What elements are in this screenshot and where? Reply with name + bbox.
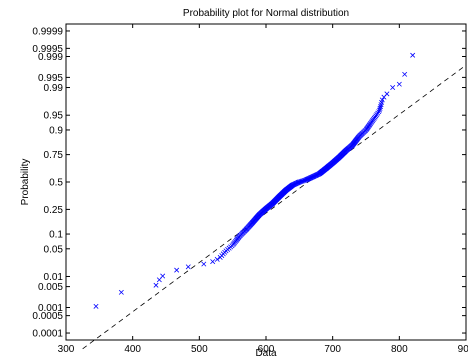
data-point-marker xyxy=(214,256,220,262)
y-tick-label: 0.9995 xyxy=(32,44,63,55)
x-tick-label: 400 xyxy=(124,344,141,355)
data-point-marker xyxy=(118,289,124,295)
chart-title: Probability plot for Normal distribution xyxy=(183,8,349,19)
x-tick-label: 500 xyxy=(191,344,208,355)
y-tick-label: 0.995 xyxy=(38,73,63,84)
data-point-marker xyxy=(379,97,385,103)
data-point-marker xyxy=(377,107,383,113)
y-tick-label: 0.9999 xyxy=(32,26,63,37)
y-tick-label: 0.05 xyxy=(44,244,64,255)
y-tick-label: 0.25 xyxy=(44,205,64,216)
data-point-marker xyxy=(160,273,166,279)
y-tick-label: 0.99 xyxy=(44,83,64,94)
x-tick-label: 700 xyxy=(324,344,341,355)
y-tick-label: 0.0001 xyxy=(32,329,63,340)
data-point-marker xyxy=(396,81,402,87)
data-point-marker xyxy=(153,282,159,288)
data-point-marker xyxy=(201,261,207,267)
x-tick-label: 600 xyxy=(258,344,275,355)
plot-frame xyxy=(65,23,467,341)
y-tick-label: 0.1 xyxy=(49,230,63,241)
data-points xyxy=(93,52,416,309)
data-point-marker xyxy=(174,267,180,273)
y-tick-label: 0.95 xyxy=(44,111,64,122)
x-tick-label: 800 xyxy=(391,344,408,355)
data-point-marker xyxy=(185,264,191,270)
y-tick-label: 0.75 xyxy=(44,150,64,161)
data-point-marker xyxy=(410,52,416,58)
y-axis-label: Probability xyxy=(20,159,31,206)
y-tick-label: 0.005 xyxy=(38,282,63,293)
y-tick-label: 0.0005 xyxy=(32,311,63,322)
data-point-marker xyxy=(402,71,408,77)
x-axis-ticks: 300 400 500 600 700 800 900 xyxy=(58,24,468,355)
data-point-marker xyxy=(210,259,216,265)
data-point-marker xyxy=(377,105,383,111)
reference-dashed-line xyxy=(82,64,467,350)
x-tick-label: 900 xyxy=(458,344,468,355)
y-tick-label: 0.999 xyxy=(38,52,63,63)
x-tick-label: 300 xyxy=(58,344,75,355)
y-tick-label: 0.5 xyxy=(49,178,63,189)
data-point-marker xyxy=(384,91,390,97)
y-tick-label: 0.001 xyxy=(38,303,63,314)
data-point-marker xyxy=(390,85,396,91)
reference-line xyxy=(82,64,467,350)
y-tick-label: 0.9 xyxy=(49,125,63,136)
y-tick-label: 0.01 xyxy=(44,272,64,283)
data-point-marker xyxy=(93,303,99,309)
x-axis-label: Data xyxy=(255,348,277,359)
data-point-marker xyxy=(376,109,382,115)
